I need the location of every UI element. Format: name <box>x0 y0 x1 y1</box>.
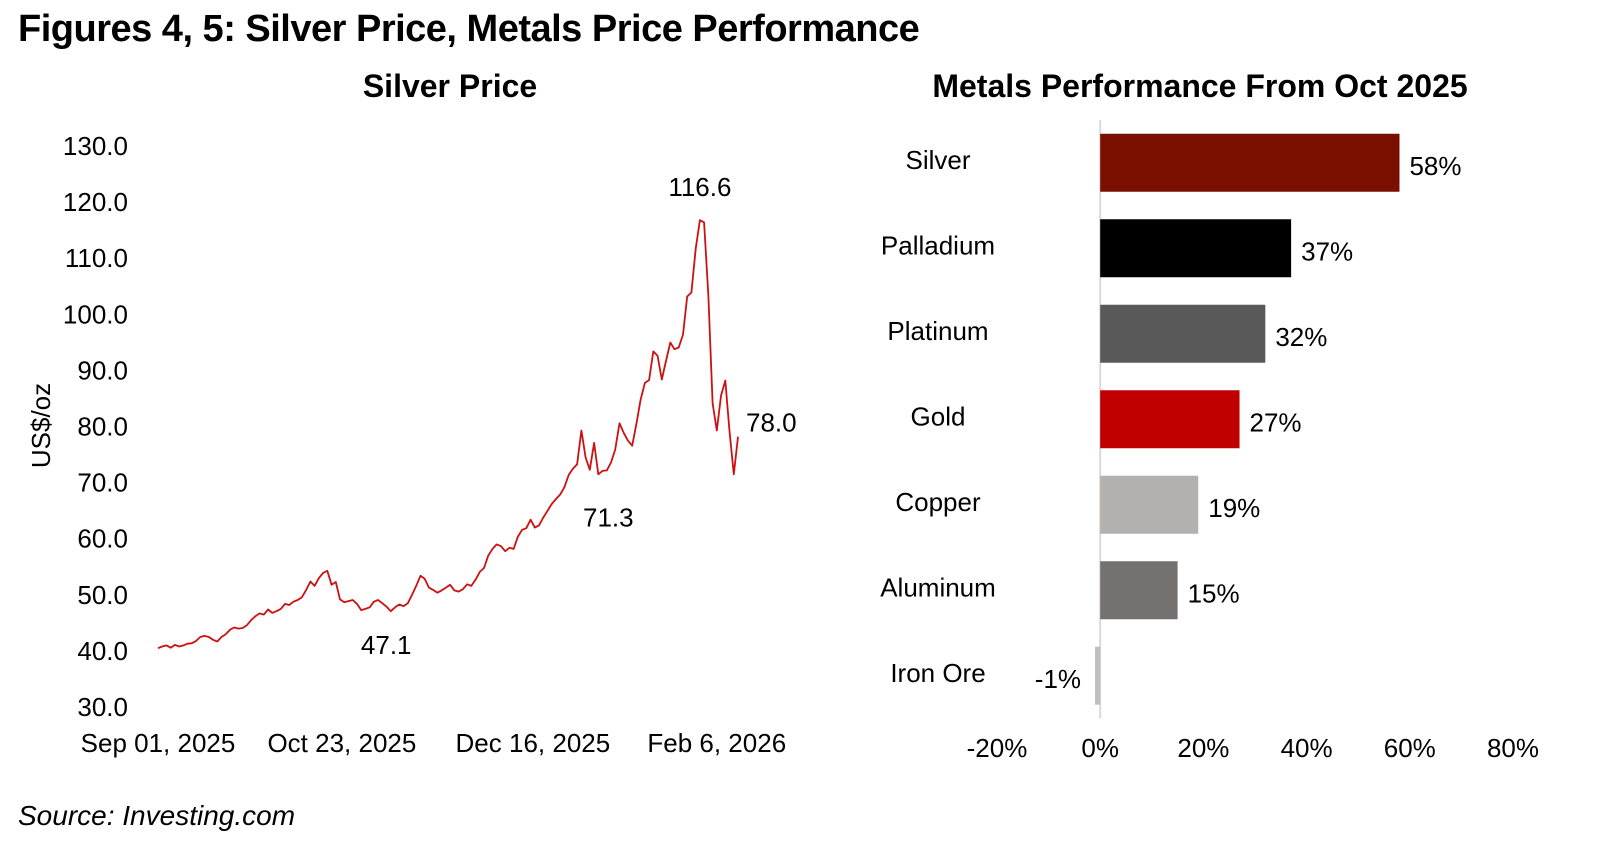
bar-aluminum <box>1100 561 1178 620</box>
y-tick-label: 90.0 <box>77 355 128 385</box>
silver-price-chart-title: Silver Price <box>362 68 538 104</box>
data-annotation: 47.1 <box>361 630 412 660</box>
y-axis-label: US$/oz <box>26 383 56 468</box>
category-label: Copper <box>895 487 981 517</box>
x-tick-label: 20% <box>1177 733 1229 763</box>
y-tick-label: 80.0 <box>77 412 128 442</box>
bar-silver <box>1100 133 1400 192</box>
category-label: Palladium <box>881 230 995 260</box>
y-tick-label: 50.0 <box>77 580 128 610</box>
data-annotation: 78.0 <box>746 408 797 438</box>
y-tick-label: 70.0 <box>77 468 128 498</box>
data-label: 19% <box>1208 493 1260 523</box>
bar-iron-ore <box>1095 646 1101 705</box>
data-annotation: 116.6 <box>668 172 731 202</box>
y-tick-label: 110.0 <box>65 243 128 273</box>
source-note: Source: Investing.com <box>18 800 296 831</box>
x-tick-label: 40% <box>1281 733 1333 763</box>
category-label: Iron Ore <box>890 658 985 688</box>
category-label: Platinum <box>887 316 988 346</box>
data-label: 58% <box>1409 151 1461 181</box>
y-tick-label: 40.0 <box>77 636 128 666</box>
data-label: 37% <box>1301 236 1353 266</box>
metals-performance-bar-chart: Silver 58% Palladium 37% Platinum 32% Gold 27% C… <box>880 120 1539 763</box>
bar-platinum <box>1100 304 1266 363</box>
x-tick-label: 80% <box>1487 733 1539 763</box>
silver-price-line-chart: 30.0 40.0 50.0 60.0 70.0 80.0 90.0 100.0 110.0 12… <box>26 131 797 758</box>
data-annotation: 71.3 <box>583 502 634 532</box>
silver-price-series-line <box>157 219 739 650</box>
y-tick-label: 120.0 <box>63 187 128 217</box>
data-label: 27% <box>1250 407 1302 437</box>
data-label: 32% <box>1275 322 1327 352</box>
category-label: Gold <box>911 401 966 431</box>
x-tick-label: 0% <box>1081 733 1119 763</box>
category-label: Aluminum <box>880 572 996 602</box>
y-tick-label: 100.0 <box>63 299 128 329</box>
x-tick-label: -20% <box>967 733 1028 763</box>
figure-title: Figures 4, 5: Silver Price, Metals Price… <box>18 8 920 50</box>
data-label: -1% <box>1035 664 1081 694</box>
x-tick-label: 60% <box>1384 733 1436 763</box>
y-tick-label: 60.0 <box>77 524 128 554</box>
y-tick-label: 130.0 <box>63 131 128 161</box>
bar-copper <box>1100 475 1199 534</box>
data-label: 15% <box>1188 578 1240 608</box>
metals-performance-chart-title: Metals Performance From Oct 2025 <box>932 68 1468 104</box>
bar-gold <box>1100 390 1240 449</box>
x-tick-label: Sep 01, 2025 <box>81 728 236 758</box>
x-tick-label: Feb 6, 2026 <box>647 728 786 758</box>
y-tick-label: 30.0 <box>77 692 128 722</box>
x-tick-label: Dec 16, 2025 <box>456 728 611 758</box>
category-label: Silver <box>905 145 970 175</box>
bar-palladium <box>1100 219 1292 278</box>
x-tick-label: Oct 23, 2025 <box>267 728 416 758</box>
